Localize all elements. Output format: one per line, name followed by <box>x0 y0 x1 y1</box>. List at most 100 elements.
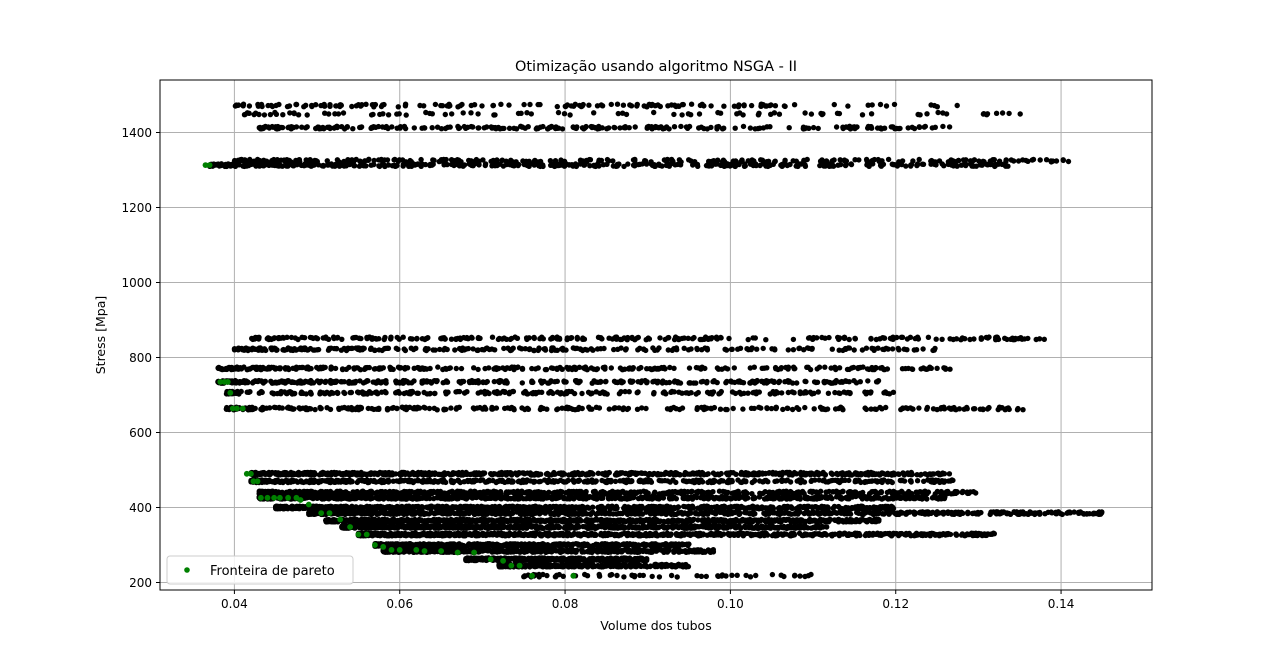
population-point <box>400 161 407 168</box>
population-point <box>263 347 269 354</box>
population-point <box>296 364 303 371</box>
population-point <box>686 123 693 130</box>
population-point <box>564 364 570 371</box>
population-point <box>714 365 721 371</box>
population-point <box>796 345 803 351</box>
population-point <box>480 379 486 386</box>
population-point <box>265 335 271 341</box>
population-point <box>656 345 662 351</box>
population-point <box>519 405 525 411</box>
population-point <box>312 406 318 413</box>
population-point <box>717 390 723 396</box>
population-point <box>659 380 666 386</box>
population-point <box>304 161 310 168</box>
population-point <box>396 478 402 485</box>
population-point <box>624 337 630 343</box>
population-point <box>916 405 922 411</box>
population-point <box>519 346 525 352</box>
population-point <box>233 162 239 168</box>
population-point <box>290 161 296 167</box>
population-point <box>371 102 377 108</box>
population-point <box>970 489 977 495</box>
population-point <box>528 111 534 117</box>
population-point <box>745 336 751 343</box>
population-point <box>338 379 344 385</box>
population-point <box>668 469 674 476</box>
population-point <box>610 158 616 164</box>
population-point <box>836 390 842 396</box>
population-point <box>359 102 365 108</box>
population-point <box>770 388 776 395</box>
population-point <box>588 390 594 397</box>
population-point <box>350 126 356 132</box>
population-point <box>235 347 241 353</box>
population-point <box>889 346 896 352</box>
population-point <box>749 471 755 477</box>
population-point <box>395 104 401 110</box>
population-point <box>712 161 719 167</box>
population-point <box>335 479 342 485</box>
population-point <box>506 102 512 108</box>
population-point <box>348 345 354 352</box>
population-point <box>807 472 814 478</box>
population-point <box>431 378 438 384</box>
population-point <box>273 102 279 109</box>
population-point <box>293 101 299 108</box>
population-point <box>514 335 521 341</box>
population-point <box>632 161 638 168</box>
population-point <box>741 163 748 169</box>
population-point <box>555 406 561 412</box>
population-point <box>459 347 465 353</box>
population-point <box>884 489 890 496</box>
population-point <box>730 405 736 412</box>
population-point <box>419 479 426 485</box>
population-point <box>846 336 852 343</box>
population-point <box>864 479 870 485</box>
population-point <box>652 163 658 169</box>
population-point <box>849 125 855 131</box>
population-point <box>759 378 765 385</box>
population-point <box>490 158 497 164</box>
population-point <box>246 103 253 109</box>
population-point <box>510 478 516 485</box>
population-point <box>1033 336 1039 343</box>
population-point <box>676 103 682 110</box>
population-point <box>785 347 791 353</box>
population-point <box>890 161 896 168</box>
population-point <box>330 390 336 396</box>
population-point <box>344 162 350 168</box>
population-point <box>736 161 742 168</box>
population-point <box>690 162 696 168</box>
population-point <box>1012 335 1019 342</box>
population-point <box>859 112 866 118</box>
population-point <box>509 364 515 370</box>
population-point <box>881 125 888 131</box>
population-point <box>493 366 500 373</box>
population-point <box>554 378 560 384</box>
population-point <box>441 406 447 412</box>
population-point <box>651 470 657 477</box>
population-point <box>916 124 922 130</box>
population-point <box>282 365 289 371</box>
population-point <box>837 335 843 341</box>
population-point <box>242 157 248 163</box>
population-point <box>285 479 291 486</box>
population-point <box>489 334 496 340</box>
population-point <box>435 471 441 477</box>
population-point <box>758 157 764 163</box>
population-point <box>332 365 339 372</box>
population-point <box>588 365 595 371</box>
population-point <box>1025 335 1031 342</box>
population-point <box>385 112 392 118</box>
population-point <box>679 112 685 118</box>
population-point <box>284 379 290 385</box>
population-point <box>450 479 456 486</box>
population-point <box>640 479 647 485</box>
population-point <box>934 365 940 371</box>
population-point <box>661 125 668 131</box>
population-point <box>896 471 902 477</box>
population-point <box>627 102 633 108</box>
population-point <box>482 161 489 167</box>
population-point <box>371 161 377 168</box>
population-point <box>502 389 508 395</box>
